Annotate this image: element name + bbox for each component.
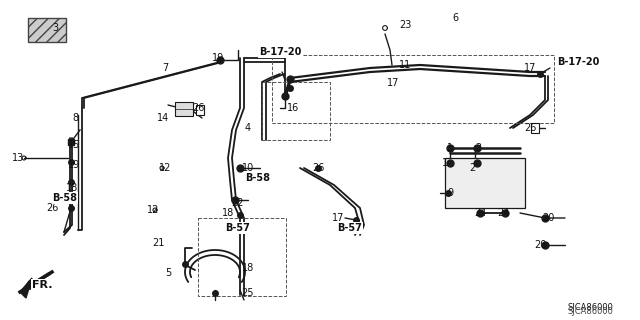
Text: B-57: B-57 [337,223,362,233]
Text: 18: 18 [222,208,234,218]
Bar [175,102,193,116]
Polygon shape [20,278,32,298]
Text: 21: 21 [152,238,164,248]
Text: 18: 18 [66,183,78,193]
Text: 7: 7 [162,63,168,73]
Text: 19: 19 [212,53,224,63]
Text: 20: 20 [542,213,554,223]
Text: 2: 2 [469,163,475,173]
Text: 13: 13 [12,153,24,163]
Bar [272,55,554,123]
Text: 25: 25 [242,288,254,298]
Text: 1: 1 [447,143,453,153]
Text: 12: 12 [147,205,159,215]
Text: SJCA86000: SJCA86000 [567,308,613,316]
Text: 8: 8 [72,113,78,123]
Text: 23: 23 [399,20,411,30]
Text: 26: 26 [46,203,58,213]
Text: 26: 26 [524,123,536,133]
Text: 14: 14 [157,113,169,123]
Text: B-17-20: B-17-20 [557,57,599,67]
Text: 5: 5 [165,268,171,278]
Text: 26: 26 [192,103,204,113]
Text: 18: 18 [242,263,254,273]
Text: 24: 24 [474,208,486,218]
Text: 17: 17 [524,63,536,73]
Text: 4: 4 [245,123,251,133]
Text: 11: 11 [399,60,411,70]
Text: B-17-20: B-17-20 [259,47,301,57]
Text: 22: 22 [232,198,244,208]
Text: 3: 3 [52,23,58,33]
Text: 20: 20 [534,240,546,250]
Text: 2: 2 [475,143,481,153]
Text: FR.: FR. [32,280,52,290]
Bar [196,105,204,115]
Bar [531,123,539,133]
Text: 17: 17 [332,213,344,223]
Text: 10: 10 [242,163,254,173]
Text: 16: 16 [287,103,299,113]
Text: 19: 19 [68,160,80,170]
Bar [262,82,330,140]
Text: 12: 12 [159,163,171,173]
Text: 6: 6 [452,13,458,23]
Text: 24: 24 [497,208,509,218]
Text: 26: 26 [312,163,324,173]
Text: 15: 15 [68,140,80,150]
Bar [28,18,66,42]
Text: 9: 9 [447,188,453,198]
Text: 17: 17 [387,78,399,88]
Text: 1: 1 [442,158,448,168]
Text: SJCA86000: SJCA86000 [567,303,613,313]
Text: B-58: B-58 [52,193,77,203]
Bar [198,218,286,296]
Bar [445,158,525,208]
Text: B-57: B-57 [225,223,250,233]
Text: B-58: B-58 [246,173,271,183]
